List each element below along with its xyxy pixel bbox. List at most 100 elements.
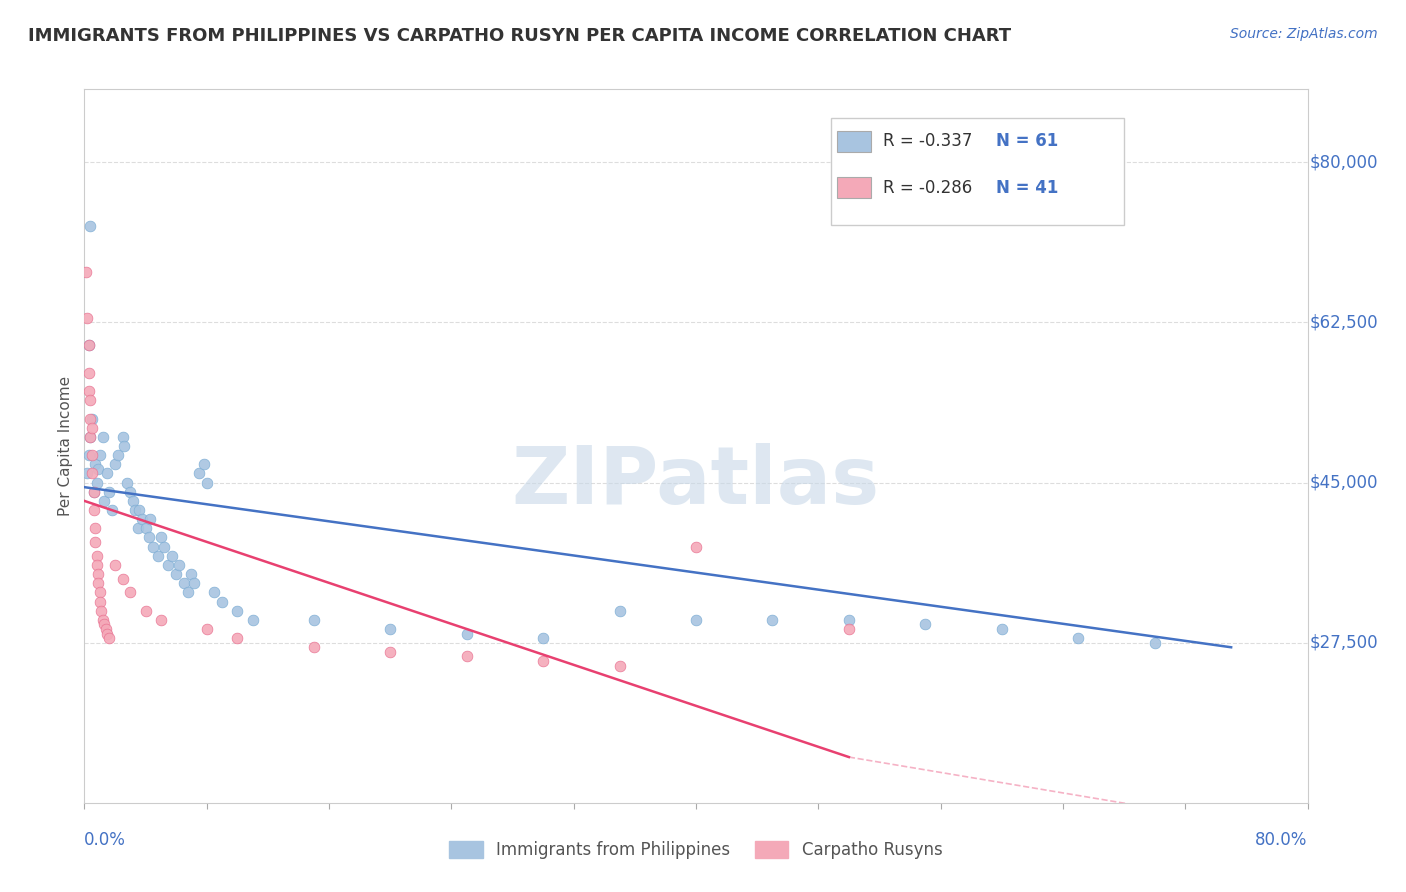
Point: [302, 640, 325, 655]
Point: [153, 540, 176, 554]
Point: [104, 558, 127, 572]
Point: [97, 631, 120, 645]
Point: [79, 411, 101, 425]
Text: R = -0.337: R = -0.337: [883, 132, 973, 150]
Point: [86, 549, 108, 563]
Point: [195, 622, 218, 636]
Point: [91, 430, 114, 444]
Point: [77, 338, 100, 352]
Point: [79, 219, 101, 234]
Point: [380, 645, 402, 659]
Point: [93, 617, 115, 632]
Point: [149, 613, 172, 627]
Point: [609, 604, 631, 618]
Point: [128, 503, 150, 517]
Point: [456, 626, 478, 640]
Point: [91, 613, 114, 627]
Point: [1067, 631, 1090, 645]
Point: [685, 613, 707, 627]
Text: Source: ZipAtlas.com: Source: ZipAtlas.com: [1230, 27, 1378, 41]
Point: [76, 310, 98, 325]
Point: [160, 549, 183, 563]
Point: [86, 558, 108, 572]
Text: R = -0.286: R = -0.286: [883, 178, 973, 196]
Point: [131, 512, 153, 526]
Point: [86, 475, 108, 490]
Point: [302, 613, 325, 627]
Text: $62,500: $62,500: [1310, 313, 1379, 332]
Point: [112, 439, 135, 453]
Point: [107, 448, 129, 462]
Point: [84, 535, 107, 549]
Point: [226, 631, 249, 645]
Point: [80, 448, 103, 462]
Point: [173, 576, 195, 591]
Point: [93, 494, 115, 508]
Legend: Immigrants from Philippines, Carpatho Rusyns: Immigrants from Philippines, Carpatho Ru…: [443, 834, 949, 866]
Point: [838, 622, 860, 636]
Point: [77, 384, 100, 398]
Point: [111, 430, 134, 444]
Point: [87, 567, 110, 582]
Y-axis label: Per Capita Income: Per Capita Income: [58, 376, 73, 516]
FancyBboxPatch shape: [837, 177, 870, 198]
Point: [139, 512, 162, 526]
FancyBboxPatch shape: [837, 130, 870, 152]
Text: N = 41: N = 41: [995, 178, 1059, 196]
Text: $27,500: $27,500: [1310, 633, 1379, 652]
Point: [165, 567, 187, 582]
Point: [456, 649, 478, 664]
Point: [180, 567, 202, 582]
Point: [157, 558, 180, 572]
Point: [135, 604, 157, 618]
Point: [104, 458, 127, 472]
Point: [89, 448, 111, 462]
Point: [127, 521, 149, 535]
Text: 0.0%: 0.0%: [84, 831, 127, 849]
Point: [120, 484, 142, 499]
FancyBboxPatch shape: [831, 118, 1125, 225]
Point: [79, 430, 101, 444]
Point: [79, 393, 101, 408]
Point: [761, 613, 783, 627]
Point: [94, 622, 117, 636]
Point: [77, 338, 100, 352]
Point: [115, 475, 138, 490]
Point: [211, 594, 233, 608]
Point: [80, 411, 103, 425]
Point: [1143, 636, 1166, 650]
Point: [149, 531, 172, 545]
Point: [380, 622, 402, 636]
Point: [111, 572, 134, 586]
Point: [83, 484, 105, 499]
Point: [87, 462, 110, 476]
Point: [79, 430, 101, 444]
Point: [87, 576, 110, 591]
Point: [89, 585, 111, 599]
Point: [120, 585, 142, 599]
Text: ZIPatlas: ZIPatlas: [512, 442, 880, 521]
Point: [89, 594, 111, 608]
Point: [531, 631, 554, 645]
Text: $45,000: $45,000: [1310, 474, 1378, 491]
Point: [76, 467, 98, 481]
Point: [96, 467, 118, 481]
Point: [838, 613, 860, 627]
Point: [138, 531, 160, 545]
Text: $80,000: $80,000: [1310, 153, 1378, 171]
Point: [193, 458, 215, 472]
Point: [97, 484, 120, 499]
Point: [914, 617, 936, 632]
Point: [146, 549, 169, 563]
Point: [77, 366, 100, 380]
Point: [124, 503, 146, 517]
Point: [167, 558, 190, 572]
Point: [242, 613, 264, 627]
Point: [135, 521, 157, 535]
Point: [75, 265, 97, 279]
Text: N = 61: N = 61: [995, 132, 1057, 150]
Text: IMMIGRANTS FROM PHILIPPINES VS CARPATHO RUSYN PER CAPITA INCOME CORRELATION CHAR: IMMIGRANTS FROM PHILIPPINES VS CARPATHO …: [28, 27, 1011, 45]
Point: [77, 448, 100, 462]
Point: [84, 458, 107, 472]
Point: [188, 467, 211, 481]
